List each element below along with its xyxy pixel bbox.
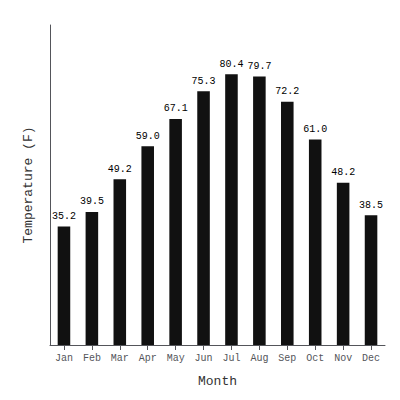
svg-text:Dec: Dec <box>362 353 380 364</box>
svg-text:Month: Month <box>198 374 237 389</box>
svg-text:48.2: 48.2 <box>331 167 355 178</box>
svg-text:35.2: 35.2 <box>52 211 76 222</box>
svg-text:72.2: 72.2 <box>275 86 299 97</box>
svg-text:Jun: Jun <box>195 353 213 364</box>
svg-text:Jan: Jan <box>55 353 73 364</box>
svg-text:Apr: Apr <box>139 353 157 364</box>
svg-text:59.0: 59.0 <box>136 131 160 142</box>
svg-text:Nov: Nov <box>334 353 352 364</box>
svg-text:Temperature (F): Temperature (F) <box>21 126 36 243</box>
svg-text:Mar: Mar <box>111 353 129 364</box>
svg-text:75.3: 75.3 <box>192 76 216 87</box>
svg-text:80.4: 80.4 <box>219 59 243 70</box>
svg-text:67.1: 67.1 <box>164 103 188 114</box>
svg-text:Sep: Sep <box>278 353 296 364</box>
svg-text:49.2: 49.2 <box>108 164 132 175</box>
svg-text:Oct: Oct <box>306 353 324 364</box>
svg-text:38.5: 38.5 <box>359 200 383 211</box>
svg-text:61.0: 61.0 <box>303 124 327 135</box>
svg-text:Aug: Aug <box>250 353 268 364</box>
svg-text:79.7: 79.7 <box>247 61 271 72</box>
svg-text:May: May <box>167 353 185 364</box>
svg-text:Jul: Jul <box>222 353 240 364</box>
svg-text:39.5: 39.5 <box>80 196 104 207</box>
svg-text:Feb: Feb <box>83 353 101 364</box>
